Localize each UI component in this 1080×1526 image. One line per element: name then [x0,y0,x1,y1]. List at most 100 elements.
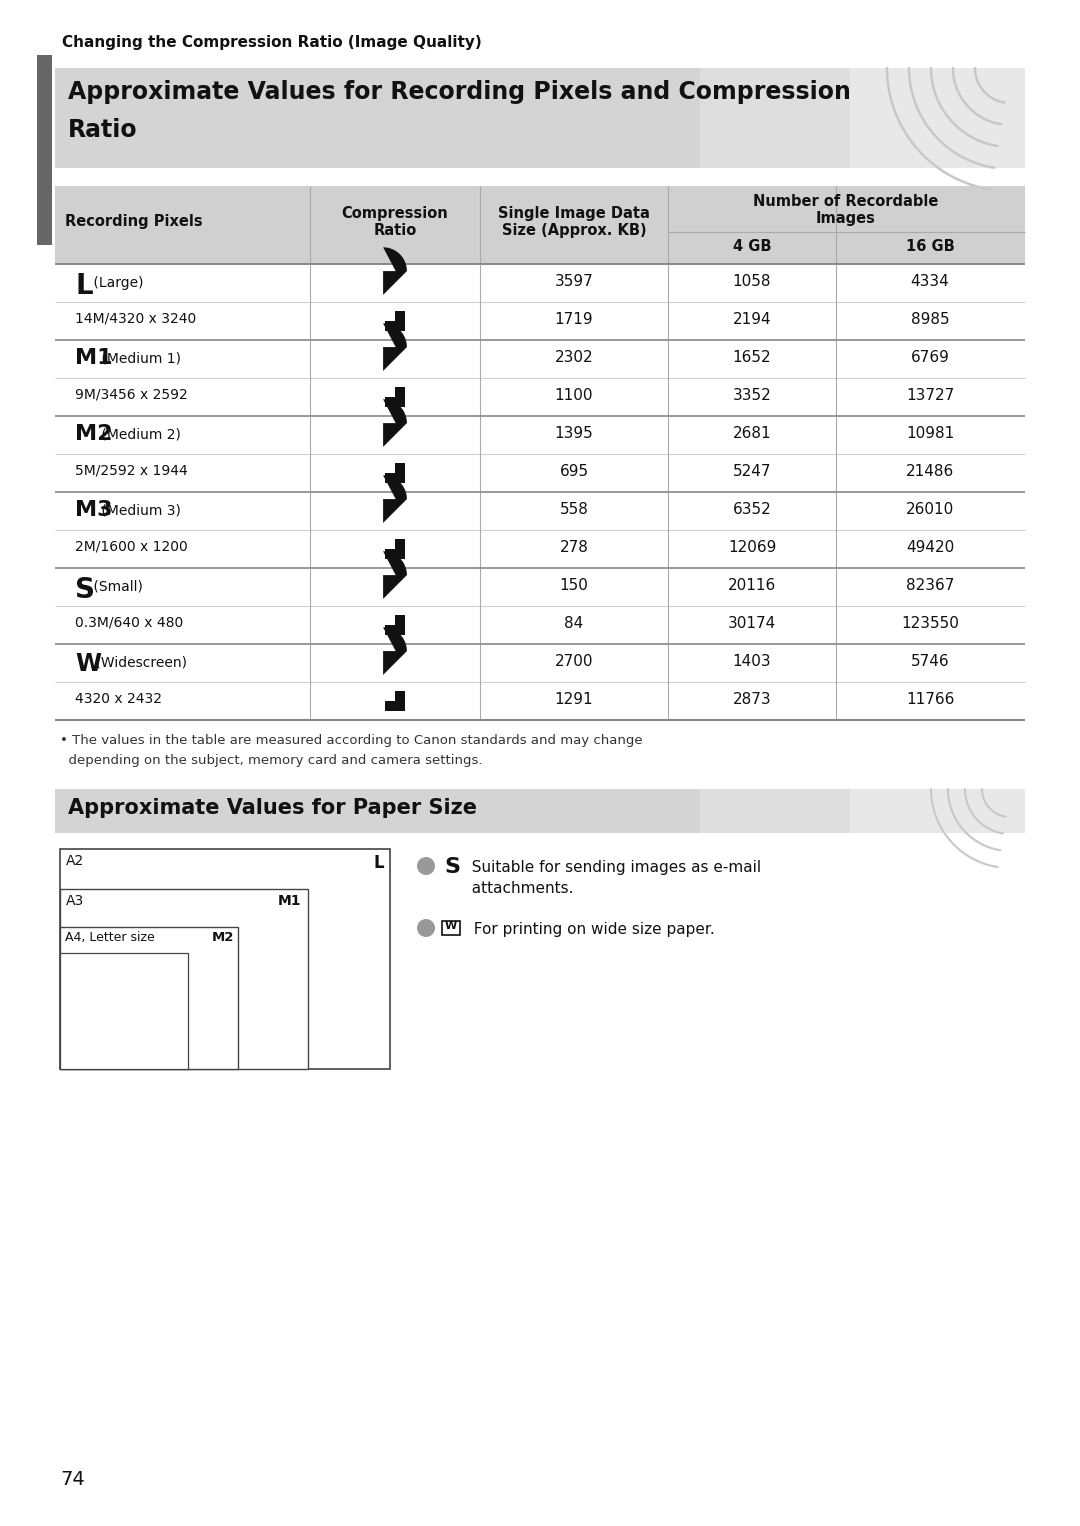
Bar [442,922,460,935]
Text: 1652: 1652 [732,349,771,365]
Text: Postcard size: Postcard size [64,995,146,1009]
Text: (Medium 1): (Medium 1) [97,353,181,366]
Text: 6352: 6352 [732,502,771,517]
Bar [55,417,1025,491]
Text: (Widescreen): (Widescreen) [91,656,187,670]
Text: Approximate Values for Recording Pixels and Compression: Approximate Values for Recording Pixels … [68,79,851,104]
Bar [60,890,308,1070]
Text: 1291: 1291 [555,691,593,707]
Text: 12.7 x 17.9 cm: 12.7 x 17.9 cm [64,977,158,990]
Text: 2194: 2194 [732,311,771,327]
Text: (Medium 3): (Medium 3) [97,504,180,517]
Text: 12069: 12069 [728,540,777,555]
Text: 1403: 1403 [732,655,771,668]
Text: 3352: 3352 [732,388,771,403]
Text: 74: 74 [60,1470,84,1489]
Text: For printing on wide size paper.: For printing on wide size paper. [464,922,715,937]
Text: 4320 x 2432: 4320 x 2432 [75,691,162,707]
Bar [55,186,1025,264]
Text: 8985: 8985 [910,311,949,327]
Text: 2700: 2700 [555,655,593,668]
Text: A3: A3 [66,894,84,908]
Polygon shape [383,400,407,447]
Text: 30174: 30174 [728,617,777,630]
Text: 16 GB: 16 GB [906,240,955,253]
Bar [55,69,1025,168]
Text: 695: 695 [559,464,589,479]
Text: 150: 150 [559,578,589,594]
Text: 10981: 10981 [906,426,954,441]
Text: 5746: 5746 [910,655,949,668]
Text: Suitable for sending images as e-mail: Suitable for sending images as e-mail [462,861,761,874]
Text: W: W [75,652,102,676]
Text: 8.9 x 12.7 cm: 8.9 x 12.7 cm [64,1013,150,1025]
Bar [850,69,1025,168]
Text: • The values in the table are measured according to Canon standards and may chan: • The values in the table are measured a… [60,734,643,748]
Text: Compression
Ratio: Compression Ratio [341,206,448,238]
Text: A4, Letter size: A4, Letter size [65,931,154,945]
Text: (Medium 2): (Medium 2) [97,427,180,443]
Text: 1058: 1058 [732,275,771,288]
Text: 13727: 13727 [906,388,954,403]
Text: 14M/4320 x 3240: 14M/4320 x 3240 [75,311,197,327]
Text: Approximate Values for Paper Size: Approximate Values for Paper Size [68,798,477,818]
Text: 5M/2592 x 1944: 5M/2592 x 1944 [75,464,188,478]
Polygon shape [383,475,407,523]
Bar [60,954,188,1070]
Text: Changing the Compression Ratio (Image Quality): Changing the Compression Ratio (Image Qu… [62,35,482,50]
Text: S: S [75,575,95,604]
Text: 1100: 1100 [555,388,593,403]
Bar [850,789,1025,833]
Bar [60,926,239,1070]
Polygon shape [384,386,405,407]
Bar [55,789,1025,833]
Text: 1719: 1719 [555,311,593,327]
Text: M2: M2 [75,424,112,444]
Text: 3597: 3597 [555,275,593,288]
Text: 2681: 2681 [732,426,771,441]
Text: M3: M3 [75,501,112,520]
Bar [700,69,1025,168]
Circle shape [417,919,435,937]
Polygon shape [384,311,405,331]
Bar [55,491,1025,568]
Text: 84: 84 [565,617,583,630]
Text: attachments.: attachments. [462,881,573,896]
Text: W: W [445,922,457,931]
Text: 20116: 20116 [728,578,777,594]
Bar [55,644,1025,720]
Text: 2873: 2873 [732,691,771,707]
Text: (Small): (Small) [89,580,143,594]
Polygon shape [383,551,407,598]
Text: Single Image Data
Size (Approx. KB): Single Image Data Size (Approx. KB) [498,206,650,238]
Text: 9M/3456 x 2592: 9M/3456 x 2592 [75,388,188,401]
Text: 2M/1600 x 1200: 2M/1600 x 1200 [75,540,188,554]
Bar [55,340,1025,417]
Text: Ratio: Ratio [68,118,137,142]
Text: Recording Pixels: Recording Pixels [65,214,203,229]
Text: M1: M1 [75,348,112,368]
Text: M3: M3 [162,955,185,967]
Text: 0.3M/640 x 480: 0.3M/640 x 480 [75,617,184,630]
Text: A2: A2 [66,855,84,868]
Polygon shape [383,324,407,371]
Text: 6769: 6769 [910,349,949,365]
Text: 11766: 11766 [906,691,955,707]
Circle shape [417,858,435,874]
Bar [55,568,1025,644]
Text: S: S [444,858,460,877]
Text: L: L [75,272,93,301]
Bar [37,55,52,246]
Text: 4334: 4334 [910,275,949,288]
Text: 26010: 26010 [906,502,954,517]
Text: 49420: 49420 [906,540,954,555]
Text: 5247: 5247 [732,464,771,479]
Polygon shape [384,462,405,484]
Text: 21486: 21486 [906,464,954,479]
Text: 2302: 2302 [555,349,593,365]
Text: depending on the subject, memory card and camera settings.: depending on the subject, memory card an… [60,754,483,768]
Polygon shape [384,615,405,635]
Text: L: L [374,855,384,871]
Polygon shape [383,627,407,674]
Bar [700,789,1025,833]
